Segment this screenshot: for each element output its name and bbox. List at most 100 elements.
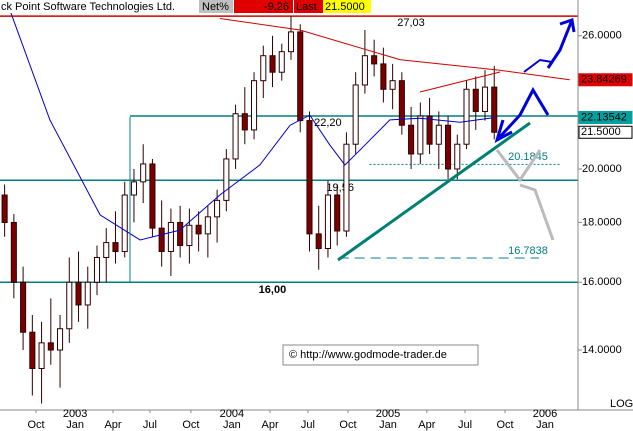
projection-arrow	[495, 86, 550, 142]
trend-line	[337, 121, 531, 262]
candle-body	[251, 80, 258, 131]
x-tick-label: Oct	[496, 419, 513, 431]
candle-body	[315, 233, 322, 249]
candle-body	[269, 55, 276, 73]
y-tick-label: 14.0000	[582, 344, 622, 356]
x-tick-label: Jan	[379, 419, 397, 431]
x-tick-label: Apr	[261, 419, 278, 431]
header-bg	[199, 0, 233, 13]
candle-body	[352, 84, 359, 145]
x-tick-label: Apr	[104, 419, 121, 431]
level-label: 19,56	[326, 182, 354, 194]
candle-body	[324, 194, 331, 249]
candle-body	[343, 143, 350, 232]
year-label: 2006	[533, 408, 557, 420]
moving-average	[219, 18, 570, 81]
candle-body	[454, 143, 461, 170]
y-tick-label: 26.0000	[582, 30, 622, 42]
candle-body	[158, 227, 165, 252]
candle-body	[195, 224, 202, 235]
candle-body	[278, 51, 285, 73]
candle-body	[38, 342, 45, 369]
candle-body	[241, 113, 248, 131]
x-tick-label: Apr	[418, 419, 435, 431]
candle-body	[260, 55, 267, 82]
x-tick-label: Oct	[27, 419, 44, 431]
header-bg	[0, 0, 198, 13]
projection-arrow	[495, 149, 555, 241]
candle-body	[223, 158, 230, 201]
candle-body	[297, 31, 304, 122]
candle-body	[481, 86, 489, 112]
plot-area: 27,03 22,20 19,56 16,00 20.1845 16.7838	[0, 9, 578, 404]
y-tick-label: 16.0000	[582, 276, 622, 288]
header-bg	[294, 0, 323, 13]
scale-label: LOG	[610, 398, 633, 410]
x-tick-label: Oct	[339, 419, 356, 431]
header-last: 21.5000	[325, 1, 365, 13]
projection-arrow	[494, 119, 513, 144]
candle-body	[112, 242, 119, 252]
candle-body	[75, 281, 82, 306]
candle-body	[463, 88, 470, 145]
candle-body	[140, 163, 147, 183]
header-last-label: Last	[296, 1, 317, 13]
candle-body	[445, 124, 452, 170]
candle-body	[472, 88, 479, 112]
candle-body	[361, 55, 368, 86]
candle-body	[1, 194, 8, 223]
level-label: 16.7838	[508, 245, 548, 257]
candle-body	[417, 115, 424, 155]
candle-body	[426, 115, 433, 145]
candle-body	[177, 221, 184, 247]
last-value-label: 22.13542	[581, 111, 627, 123]
projection-arrow	[523, 58, 553, 73]
candle-body	[66, 281, 73, 330]
x-tick-label: Jul	[458, 419, 472, 431]
x-tick-label: Jul	[143, 419, 157, 431]
candle-body	[29, 331, 36, 369]
candle-body	[232, 113, 239, 160]
candle-body	[334, 194, 341, 232]
y-tick-label: 20.0000	[582, 163, 622, 175]
level-label: 22,20	[314, 117, 342, 129]
last-value-box	[578, 125, 633, 139]
candle-body	[204, 216, 211, 235]
candle-body	[186, 224, 193, 247]
header-net: -9.26	[264, 1, 289, 13]
candle-body	[306, 120, 313, 235]
candle-body	[103, 242, 110, 258]
copyright-box	[282, 344, 479, 366]
level-label: 20.1845	[508, 151, 548, 163]
moving-average	[9, 9, 495, 241]
x-tick-label: Jan	[536, 419, 554, 431]
last-value-box	[578, 73, 633, 87]
year-label: 2005	[376, 408, 400, 420]
candle-body	[287, 31, 295, 53]
candle-body	[371, 55, 378, 65]
candle-body	[57, 328, 64, 351]
x-tick-label: Jul	[301, 419, 315, 431]
candle-body	[130, 181, 137, 196]
candle-body	[149, 163, 156, 229]
header-net-label: Net%	[202, 1, 229, 13]
candle-body	[167, 221, 174, 252]
header: ck Point Software Technologies Ltd. Net%…	[0, 0, 371, 13]
level-label: 16,00	[259, 284, 287, 296]
header-bg	[234, 0, 293, 13]
candle-body	[491, 86, 498, 133]
candle-body	[20, 281, 27, 333]
x-tick-label: Jan	[223, 419, 241, 431]
copyright: © http://www.godmode-trader.de	[289, 349, 447, 361]
candle-body	[435, 124, 442, 145]
candle-body	[214, 199, 221, 218]
x-tick-label: Oct	[182, 419, 199, 431]
candle-body	[389, 80, 396, 90]
last-value-label: 21.5000	[581, 126, 621, 138]
level-label: 27,03	[397, 17, 425, 29]
candle-body	[121, 194, 128, 252]
resistance-line	[419, 71, 501, 93]
candle-body	[47, 342, 54, 351]
